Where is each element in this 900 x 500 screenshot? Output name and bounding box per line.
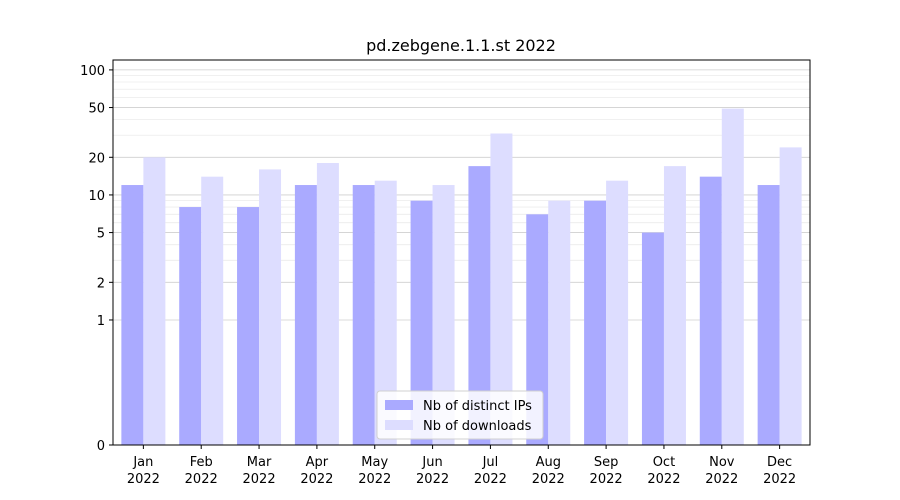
bar-downloads	[606, 180, 629, 445]
bar-downloads	[374, 180, 397, 445]
y-tick-label: 10	[88, 189, 105, 204]
bar-downloads	[143, 157, 166, 445]
x-tick-label-year: 2022	[532, 472, 565, 487]
y-tick-label: 20	[88, 151, 105, 166]
y-tick-label: 2	[97, 276, 105, 291]
x-tick-label-year: 2022	[127, 472, 160, 487]
legend-swatch	[385, 400, 413, 410]
plot-frame	[112, 59, 811, 446]
x-tick-label-year: 2022	[358, 472, 391, 487]
bar-distinct-ips	[410, 200, 433, 445]
bar-downloads	[663, 166, 686, 445]
bar-downloads	[432, 185, 455, 445]
x-tick-label-year: 2022	[243, 472, 276, 487]
bar-downloads	[201, 176, 224, 445]
bar-distinct-ips	[699, 176, 722, 445]
axes: Jan2022Feb2022Mar2022Apr2022May2022Jun20…	[80, 59, 811, 487]
x-tick-label-month: Jul	[482, 455, 499, 470]
y-tick-label: 1	[97, 314, 105, 329]
x-tick-label-month: Feb	[190, 455, 213, 470]
x-tick-label-month: Oct	[653, 455, 675, 470]
bar-downloads	[779, 147, 802, 446]
legend-swatch	[385, 420, 413, 430]
x-tick-label-month: Sep	[594, 455, 619, 470]
bar-distinct-ips	[468, 166, 491, 445]
x-tick-label-year: 2022	[474, 472, 507, 487]
y-tick-label: 0	[97, 439, 105, 454]
bar-distinct-ips	[352, 185, 375, 445]
bar-distinct-ips	[237, 207, 260, 445]
bar-distinct-ips	[584, 200, 607, 445]
bar-downloads	[721, 108, 744, 445]
x-tick-label-year: 2022	[763, 472, 796, 487]
chart-title: pd.zebgene.1.1.st 2022	[366, 36, 556, 55]
x-tick-label-year: 2022	[416, 472, 449, 487]
bar-distinct-ips	[294, 185, 317, 445]
x-tick-label-year: 2022	[647, 472, 680, 487]
legend-box	[376, 390, 544, 440]
bars	[121, 108, 802, 446]
x-tick-label-year: 2022	[185, 472, 218, 487]
bar-distinct-ips	[641, 232, 664, 445]
legend-label: Nb of distinct IPs	[423, 399, 532, 414]
x-tick-label-month: Apr	[306, 455, 329, 470]
x-tick-label-year: 2022	[300, 472, 333, 487]
bar-distinct-ips	[526, 214, 549, 445]
bar-downloads	[490, 133, 513, 445]
bar-downloads	[548, 200, 571, 445]
x-tick-label-month: Jan	[132, 455, 153, 470]
bar-distinct-ips	[179, 207, 202, 445]
x-tick-label-year: 2022	[590, 472, 623, 487]
x-tick-label-month: Mar	[247, 455, 272, 470]
x-tick-label-month: Jun	[421, 455, 442, 470]
legend: Nb of distinct IPs Nb of downloads	[376, 390, 544, 440]
y-tick-label: 50	[88, 102, 105, 117]
grid-lines	[113, 69, 810, 321]
bar-downloads	[316, 163, 339, 445]
x-tick-label-month: Nov	[709, 455, 735, 470]
x-tick-label-year: 2022	[705, 472, 738, 487]
x-tick-label-month: Dec	[767, 455, 792, 470]
bar-distinct-ips	[757, 185, 780, 445]
x-tick-label-month: May	[361, 455, 388, 470]
x-tick-label-month: Aug	[536, 455, 561, 470]
y-tick-label: 100	[80, 64, 105, 79]
legend-label: Nb of downloads	[423, 419, 532, 434]
bar-distinct-ips	[121, 185, 144, 445]
bar-downloads	[259, 169, 282, 445]
y-tick-label: 5	[97, 227, 105, 242]
